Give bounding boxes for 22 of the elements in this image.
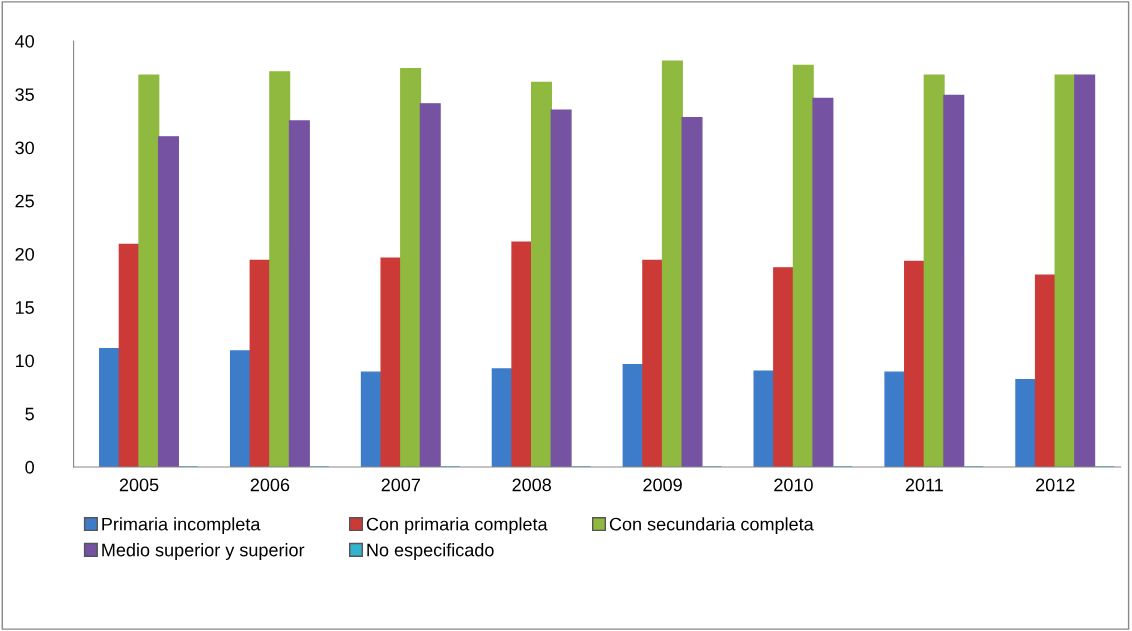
y-tick-label: 25 — [15, 194, 34, 208]
legend-label: No especificado — [367, 543, 494, 560]
y-tick-label: 15 — [15, 301, 34, 314]
y-tick-label: 20 — [15, 247, 34, 261]
y-tick-label: 10 — [15, 354, 34, 368]
x-tick-label: 2007 — [381, 478, 420, 492]
legend-label: Con primaria completa — [366, 517, 548, 535]
x-tick-label: 2008 — [512, 478, 551, 492]
legend-label: Con secundaria completa — [609, 517, 814, 535]
x-tick-label: 2011 — [905, 478, 943, 492]
x-tick-label: 2009 — [643, 478, 682, 492]
x-tick-label: 2006 — [250, 478, 290, 492]
legend-label: Primaria incompleta — [102, 517, 261, 535]
x-tick-label: 2005 — [119, 478, 159, 492]
y-tick-label: 0 — [25, 460, 34, 474]
x-tick-label: 2012 — [1036, 478, 1075, 492]
y-tick-label: 30 — [15, 141, 34, 155]
y-tick-label: 40 — [15, 34, 34, 48]
x-tick-label: 2010 — [774, 478, 813, 492]
y-tick-label: 35 — [15, 88, 34, 101]
y-tick-label: 5 — [25, 407, 34, 421]
legend-label: Medio superior y superior — [102, 543, 305, 560]
